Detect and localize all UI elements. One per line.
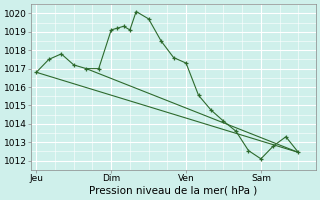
X-axis label: Pression niveau de la mer( hPa ): Pression niveau de la mer( hPa )	[90, 186, 258, 196]
